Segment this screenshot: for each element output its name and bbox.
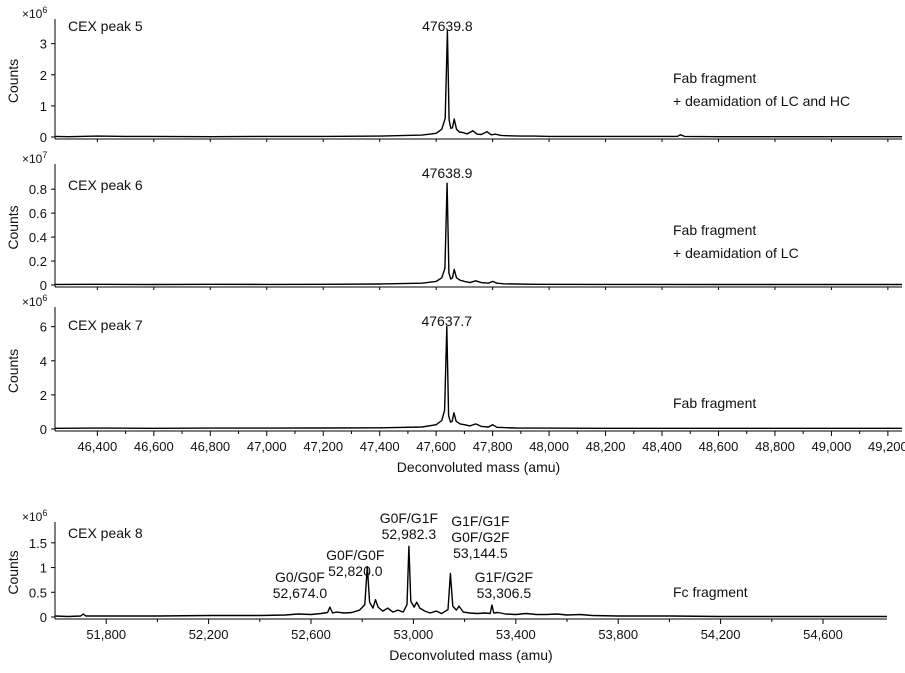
multiplier-exponent: 6 (42, 293, 47, 303)
spectrum-panel-2: ×107 0 0.2 0.4 0.6 0.8 Counts CEX peak 6 Fab fra… (5, 150, 902, 293)
spectrum-trace (54, 30, 902, 138)
y-multiplier: ×106 (22, 5, 47, 21)
y-tick-label: 0.4 (29, 230, 47, 245)
spectrum-panel-1: ×106 0 1 2 3 Counts CEX peak 5 Fab fragment + de… (5, 5, 902, 145)
peak-label: 52,982.3 (382, 526, 437, 542)
x-tick-label: 48,200 (586, 439, 626, 454)
peak-label: G1F/G2F (475, 569, 533, 585)
x-tick-label: 48,400 (642, 439, 682, 454)
x-tick-label: 48,800 (755, 439, 795, 454)
peak-label: 52,674.0 (273, 585, 328, 601)
y-tick-label: 1 (40, 99, 47, 114)
x-tick-label: 47,000 (247, 439, 287, 454)
y-tick-label: 6 (40, 320, 47, 335)
y-tick-label: 1 (40, 561, 47, 576)
y-axis-title: Counts (5, 205, 21, 249)
y-multiplier: ×106 (22, 508, 47, 524)
fragment-annotation: Fc fragment (673, 584, 748, 600)
y-tick-label: 3 (40, 37, 47, 52)
x-tick-label: 49,200 (868, 439, 905, 454)
peak-label: G0F/G2F (451, 529, 509, 545)
peak-label: G1F/G1F (451, 513, 509, 529)
peak-label: 52,820.0 (328, 563, 383, 579)
panel-title: CEX peak 7 (68, 317, 143, 333)
peak-label: 47639.8 (422, 18, 473, 34)
y-tick-label: 0.5 (29, 585, 47, 600)
y-axis-title: Counts (5, 550, 21, 594)
x-tick-label: 47,200 (303, 439, 343, 454)
spectrum-trace (54, 545, 887, 618)
x-tick-label: 53,800 (598, 627, 638, 642)
x-tick-label: 53,000 (394, 627, 434, 642)
y-axis-title: Counts (5, 349, 21, 393)
peak-label: G0F/G1F (380, 510, 438, 526)
panel-title: CEX peak 8 (68, 525, 143, 541)
x-tick-label: 51,800 (86, 627, 126, 642)
peak-label: 47637.7 (421, 313, 472, 329)
peak-label: 53,306.5 (477, 585, 532, 601)
x-tick-label: 46,800 (190, 439, 230, 454)
peak-label: G0/G0F (275, 569, 325, 585)
x-tick-label: 47,400 (360, 439, 400, 454)
y-multiplier: ×107 (22, 150, 47, 166)
fragment-annotation: + deamidation of LC and HC (673, 93, 850, 109)
x-tick-label: 48,000 (529, 439, 569, 454)
x-tick-label: 52,200 (189, 627, 229, 642)
fragment-annotation: Fab fragment (673, 70, 756, 86)
peak-label: 47638.9 (422, 165, 473, 181)
x-tick-label: 52,600 (291, 627, 331, 642)
x-tick-label: 48,600 (699, 439, 739, 454)
fragment-annotation: Fab fragment (673, 222, 756, 238)
x-tick-label: 53,400 (496, 627, 536, 642)
y-multiplier: ×106 (22, 293, 47, 309)
multiplier-exponent: 6 (42, 5, 47, 15)
x-tick-label: 54,200 (701, 627, 741, 642)
peak-label: 53,144.5 (453, 545, 508, 561)
multiplier-base: ×10 (22, 152, 43, 166)
fragment-annotation: Fab fragment (673, 395, 756, 411)
x-axis-title: Deconvoluted mass (amu) (389, 647, 552, 663)
spectrum-trace (54, 182, 902, 286)
y-tick-label: 0.6 (29, 206, 47, 221)
x-tick-label: 47,800 (473, 439, 513, 454)
fragment-annotation: + deamidation of LC (673, 245, 799, 261)
y-tick-label: 0 (40, 278, 47, 293)
y-tick-label: 2 (40, 68, 47, 83)
x-tick-label: 54,600 (803, 627, 843, 642)
y-tick-label: 2 (40, 388, 47, 403)
multiplier-base: ×10 (22, 510, 43, 524)
y-tick-label: 1.5 (29, 536, 47, 551)
x-tick-label: 46,400 (77, 439, 117, 454)
x-tick-label: 46,600 (134, 439, 174, 454)
x-axis-title: Deconvoluted mass (amu) (397, 459, 560, 475)
y-tick-label: 0 (40, 422, 47, 437)
x-tick-label: 47,600 (416, 439, 456, 454)
y-tick-label: 0 (40, 130, 47, 145)
multiplier-exponent: 7 (42, 150, 47, 160)
multiplier-exponent: 6 (42, 508, 47, 518)
y-tick-label: 0 (40, 610, 47, 625)
panel-title: CEX peak 5 (68, 18, 143, 34)
multiplier-base: ×10 (22, 295, 43, 309)
y-tick-label: 0.2 (29, 254, 47, 269)
y-tick-label: 0.8 (29, 182, 47, 197)
spectrum-trace (54, 325, 902, 429)
y-axis-title: Counts (5, 59, 21, 103)
y-tick-label: 4 (40, 354, 47, 369)
peak-label: G0F/G0F (326, 547, 384, 563)
multiplier-base: ×10 (22, 7, 43, 21)
panel-title: CEX peak 6 (68, 177, 143, 193)
spectrum-panel-4: ×106 0 0.5 1 1.5 Counts 51,800 52,200 52,600 53,0… (5, 508, 887, 663)
x-tick-label: 49,000 (812, 439, 852, 454)
